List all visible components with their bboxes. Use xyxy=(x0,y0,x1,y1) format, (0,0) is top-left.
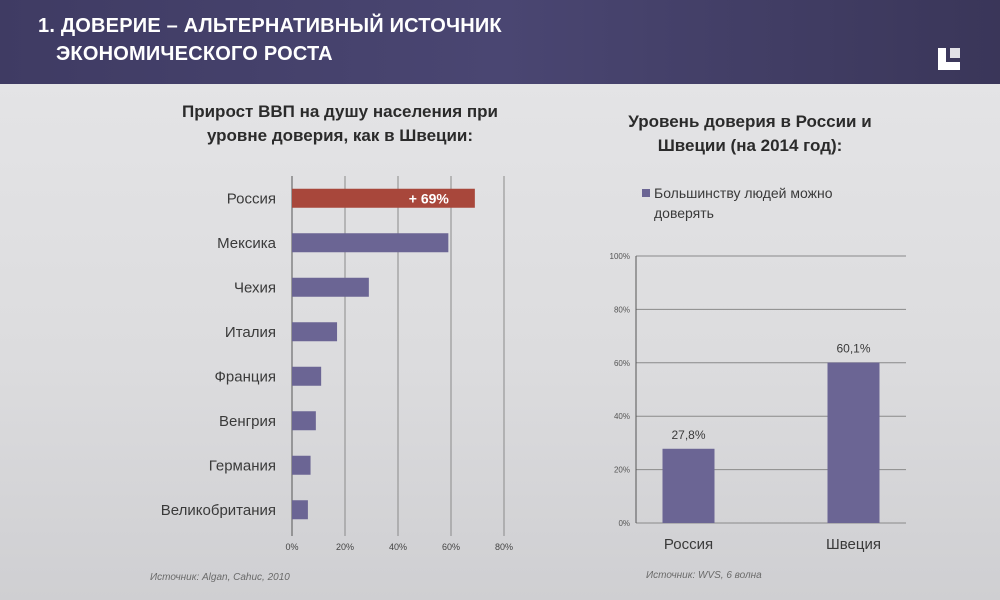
bar xyxy=(292,322,338,342)
x-tick-label: 40% xyxy=(389,542,407,552)
category-label: Россия xyxy=(227,190,276,207)
bar xyxy=(292,366,322,386)
x-tick-label: 20% xyxy=(336,542,354,552)
left-chart-title-line2: уровне доверия, как в Швеции: xyxy=(206,126,474,145)
right-chart-title-line2: Швеции (на 2014 год): xyxy=(657,136,843,155)
legend-label-line1: Большинству людей можно xyxy=(654,185,833,201)
bar xyxy=(662,448,715,523)
bar xyxy=(292,455,311,475)
category-label: Франция xyxy=(215,368,276,385)
x-tick-label: 80% xyxy=(495,542,513,552)
category-label: Швеция xyxy=(826,536,881,553)
category-label: Германия xyxy=(209,457,276,474)
data-label: 60,1% xyxy=(836,342,870,356)
bar xyxy=(292,411,316,431)
x-tick-label: 60% xyxy=(442,542,460,552)
category-label: Италия xyxy=(225,324,276,341)
category-label: Чехия xyxy=(234,279,276,296)
page-title: 1. ДОВЕРИЕ – АЛЬТЕРНАТИВНЫЙ ИСТОЧНИК ЭКО… xyxy=(38,12,738,68)
left-chart-title-line1: Прирост ВВП на душу населения при xyxy=(182,102,498,121)
left-chart-source: Источник: Algan, Cahuc, 2010 xyxy=(150,572,290,583)
page-title-line1: 1. ДОВЕРИЕ – АЛЬТЕРНАТИВНЫЙ ИСТОЧНИК xyxy=(38,15,502,37)
category-label: Россия xyxy=(664,536,713,553)
category-label: Великобритания xyxy=(161,502,276,519)
category-label: Венгрия xyxy=(219,413,276,430)
logo-icon xyxy=(938,48,960,70)
page-title-line2: ЭКОНОМИЧЕСКОГО РОСТА xyxy=(56,43,333,65)
data-label: 27,8% xyxy=(671,428,705,442)
bar xyxy=(292,233,449,253)
bar xyxy=(292,500,308,520)
legend-label-line2: доверять xyxy=(654,205,714,221)
legend-swatch xyxy=(642,189,650,197)
y-tick-label: 20% xyxy=(614,466,630,475)
header-banner: 1. ДОВЕРИЕ – АЛЬТЕРНАТИВНЫЙ ИСТОЧНИК ЭКО… xyxy=(0,0,1000,84)
bar xyxy=(827,362,880,523)
y-tick-label: 80% xyxy=(614,305,630,314)
right-chart-title-line1: Уровень доверия в России и xyxy=(628,112,872,131)
left-chart-title: Прирост ВВП на душу населения при уровне… xyxy=(130,100,550,148)
data-label: + 69% xyxy=(409,190,450,206)
bar xyxy=(292,277,369,297)
category-label: Мексика xyxy=(217,235,277,252)
y-tick-label: 100% xyxy=(610,252,630,261)
x-tick-label: 0% xyxy=(285,542,298,552)
bar xyxy=(292,188,475,208)
right-chart-source: Источник: WVS, 6 волна xyxy=(646,570,762,581)
y-tick-label: 0% xyxy=(618,519,630,528)
left-bar-chart: 0% 20% 40% 60% 80% Россия + 69% Мексика Чехия Ита… xyxy=(161,176,513,552)
y-tick-label: 60% xyxy=(614,359,630,368)
y-tick-label: 40% xyxy=(614,412,630,421)
right-chart-title: Уровень доверия в России и Швеции (на 20… xyxy=(600,110,900,158)
right-bar-chart: Большинству людей можно доверять 0% 20% 40% 6… xyxy=(610,185,906,553)
